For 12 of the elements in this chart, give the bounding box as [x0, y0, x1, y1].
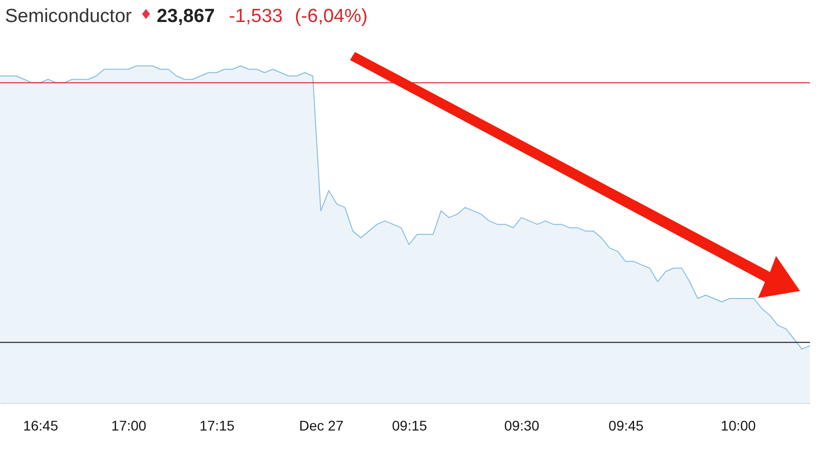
x-tick-label: 17:00 — [111, 418, 147, 434]
x-tick-label: 17:15 — [200, 418, 235, 434]
x-tick-label: 09:45 — [608, 418, 644, 434]
text: 23,867 — [156, 6, 215, 28]
x-tick-label: 09:30 — [504, 418, 540, 434]
text: (-6,04%) — [294, 6, 368, 28]
text: -1,533 — [228, 6, 283, 28]
x-tick-label: 09:15 — [392, 418, 428, 434]
x-tick-label: 10:00 — [720, 418, 756, 434]
x-tick-label: Dec 27 — [299, 418, 344, 434]
chart-title: Semiconductor — [5, 6, 132, 28]
x-tick-label: 16:45 — [23, 418, 58, 434]
